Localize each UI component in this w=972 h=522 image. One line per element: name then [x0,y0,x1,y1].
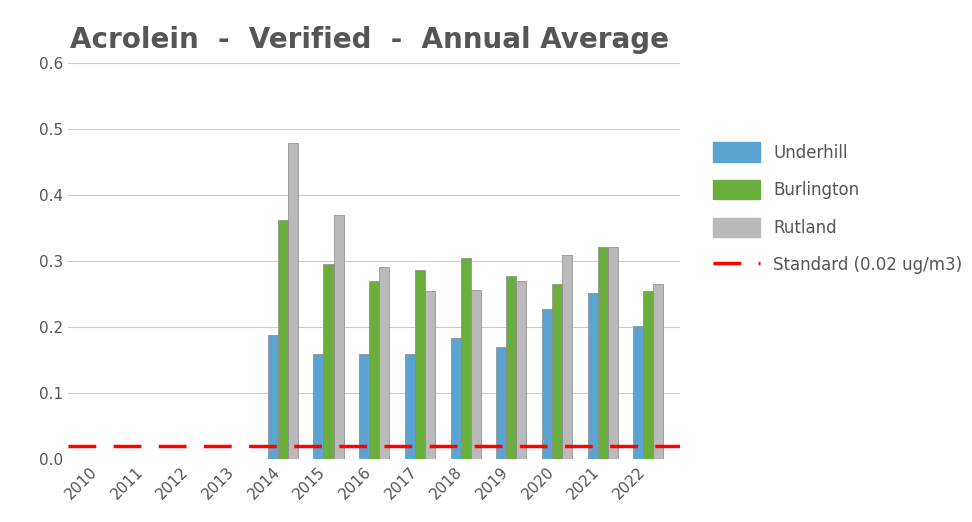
Bar [288,144,297,459]
Bar [598,247,608,459]
Legend: Underhill, Burlington, Rutland, Standard (0.02 ug/m3): Underhill, Burlington, Rutland, Standard… [713,143,962,275]
Bar [643,291,653,459]
Bar [497,347,506,459]
Bar [562,255,573,459]
Bar [461,258,470,459]
Bar [333,216,344,459]
Bar [506,276,516,459]
Bar [542,309,552,459]
Bar [653,284,664,459]
Bar [405,353,415,459]
Bar [588,293,598,459]
Bar [415,270,425,459]
Bar [608,247,618,459]
Bar [313,353,324,459]
Bar [552,284,562,459]
Bar [324,264,333,459]
Bar [516,281,527,459]
Bar [379,267,390,459]
Bar [451,338,461,459]
Bar [470,290,481,459]
Bar [359,353,369,459]
Bar [634,326,643,459]
Bar [425,291,435,459]
Bar [369,281,379,459]
Bar [278,220,288,459]
Bar [267,335,278,459]
Text: Acrolein  -  Verified  -  Annual Average: Acrolein - Verified - Annual Average [70,26,669,54]
